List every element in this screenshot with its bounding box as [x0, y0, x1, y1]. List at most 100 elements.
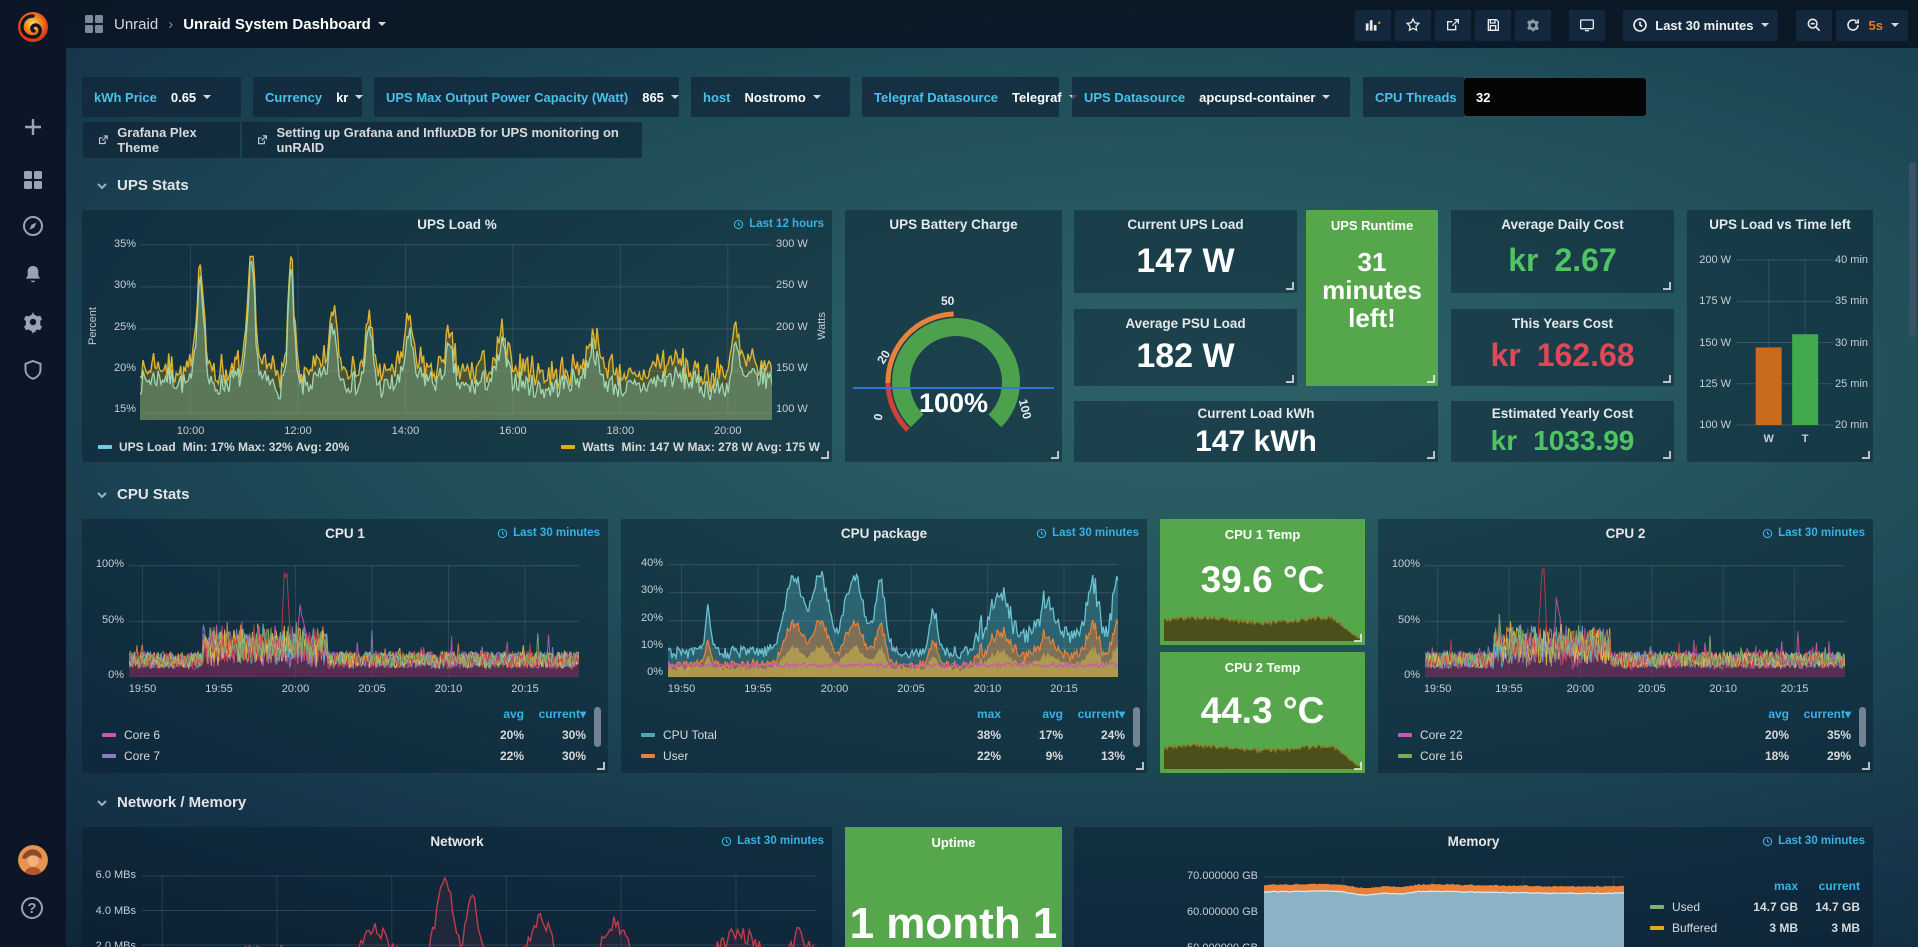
- grafana-logo[interactable]: [13, 8, 53, 44]
- legend-item-watts[interactable]: WattsMin: 147 W Max: 278 W Avg: 175 W: [561, 440, 820, 454]
- legend-sort-avg[interactable]: avg: [1727, 707, 1789, 721]
- legend-sort-current[interactable]: current: [1798, 879, 1860, 893]
- panel-time-range[interactable]: Last 30 minutes: [497, 527, 600, 539]
- panel-title[interactable]: Current UPS Load: [1074, 217, 1297, 232]
- axis-tick: 175 W: [1691, 294, 1731, 308]
- refresh-interval[interactable]: 5s: [1869, 18, 1883, 33]
- legend-scrollbar[interactable]: [594, 707, 601, 747]
- alerting-bell-icon[interactable]: [21, 263, 45, 287]
- legend-sort-avg[interactable]: avg: [1001, 707, 1063, 721]
- help-question-icon[interactable]: ?: [21, 897, 43, 919]
- stat-value: 44.3 °C: [1160, 690, 1365, 732]
- configuration-gear-icon[interactable]: [21, 310, 45, 334]
- panel-title[interactable]: UPS Load vs Time left: [1687, 217, 1873, 232]
- variable-kwh-price[interactable]: kWh Price0.65: [82, 77, 241, 117]
- legend-sort-max[interactable]: max: [1736, 879, 1798, 893]
- variable-ups-datasource[interactable]: UPS Datasourceapcupsd-container: [1072, 77, 1350, 117]
- create-plus-icon[interactable]: [21, 115, 45, 139]
- panel-title[interactable]: Estimated Yearly Cost: [1451, 406, 1674, 421]
- zoom-out-button[interactable]: [1796, 10, 1832, 41]
- axis-tick: 25 min: [1835, 377, 1875, 391]
- panel-title[interactable]: Memory: [1074, 834, 1873, 849]
- section-cpu-stats[interactable]: CPU Stats: [96, 486, 190, 503]
- legend-scrollbar[interactable]: [1133, 707, 1140, 747]
- variable-currency[interactable]: Currencykr: [253, 77, 362, 117]
- series-name[interactable]: User: [641, 749, 939, 763]
- legend-item-ups-load[interactable]: UPS LoadMin: 17% Max: 32% Avg: 20%: [98, 440, 349, 454]
- series-name[interactable]: Core 7: [102, 749, 462, 763]
- section-ups-stats[interactable]: UPS Stats: [96, 177, 189, 194]
- explore-compass-icon[interactable]: [21, 214, 45, 238]
- admin-shield-icon[interactable]: [21, 358, 45, 382]
- series-swatch: [641, 733, 655, 737]
- legend-sort-current[interactable]: current▾: [1789, 707, 1851, 721]
- series-name[interactable]: Core 6: [102, 728, 462, 742]
- dashboard-settings-button[interactable]: [1515, 10, 1551, 41]
- panel-time-range[interactable]: Last 12 hours: [733, 218, 824, 230]
- section-network-memory[interactable]: Network / Memory: [96, 794, 246, 811]
- breadcrumb: Unraid › Unraid System Dashboard: [84, 0, 386, 48]
- panel-title[interactable]: CPU 2 Temp: [1160, 660, 1365, 675]
- star-button[interactable]: [1395, 10, 1431, 41]
- series-name[interactable]: Buffered: [1650, 921, 1736, 935]
- panel-time-range[interactable]: Last 30 minutes: [1762, 835, 1865, 847]
- panel-title[interactable]: UPS Load %: [82, 217, 832, 232]
- legend-value: 30%: [524, 728, 586, 742]
- series-name[interactable]: Core 22: [1398, 728, 1727, 742]
- legend-sort-avg[interactable]: avg: [462, 707, 524, 721]
- nav-actions: Last 30 minutes 5s: [1355, 9, 1908, 41]
- variable-host[interactable]: hostNostromo: [691, 77, 850, 117]
- panel-title[interactable]: Uptime: [845, 835, 1062, 850]
- variable-ups-max-output[interactable]: UPS Max Output Power Capacity (Watt)865: [374, 77, 679, 117]
- dashboard-title[interactable]: Unraid System Dashboard: [183, 16, 386, 33]
- panel-title[interactable]: UPS Runtime: [1306, 218, 1438, 233]
- legend: maxcurrentUsed14.7 GB14.7 GBBuffered3 MB…: [1650, 875, 1860, 938]
- axis-tick: 20:00: [714, 424, 742, 438]
- series-name[interactable]: Core 16: [1398, 749, 1727, 763]
- link-grafana-plex-theme[interactable]: Grafana Plex Theme: [83, 122, 240, 158]
- legend-sort-current[interactable]: current▾: [1063, 707, 1125, 721]
- legend-sort-current[interactable]: current▾: [524, 707, 586, 721]
- panel-title[interactable]: CPU 1 Temp: [1160, 527, 1365, 542]
- panel-title[interactable]: Average PSU Load: [1074, 316, 1297, 331]
- legend-sort-max[interactable]: max: [939, 707, 1001, 721]
- page-scrollbar[interactable]: [1909, 162, 1916, 337]
- axis-tick: 2.0 MBs: [88, 939, 136, 947]
- panel-title[interactable]: Network: [82, 834, 832, 849]
- axis-tick: 50%: [1386, 613, 1420, 627]
- axis-tick: 20:10: [1709, 682, 1737, 696]
- time-range-picker[interactable]: Last 30 minutes: [1623, 10, 1777, 41]
- cpu-threads-input[interactable]: [1464, 78, 1646, 116]
- add-panel-button[interactable]: [1355, 10, 1391, 41]
- axis-tick: 50%: [90, 613, 124, 627]
- panel-title[interactable]: Current Load kWh: [1074, 406, 1438, 421]
- panel-time-range[interactable]: Last 30 minutes: [1762, 527, 1865, 539]
- axis-tick: 200 W: [776, 320, 820, 334]
- share-button[interactable]: [1435, 10, 1471, 41]
- apps-grid-icon[interactable]: [84, 14, 104, 34]
- legend-scrollbar[interactable]: [1859, 707, 1866, 747]
- dashboards-grid-icon[interactable]: [21, 168, 45, 192]
- stat-value: kr162.68: [1451, 337, 1674, 374]
- panel-time-range[interactable]: Last 30 minutes: [721, 835, 824, 847]
- gauge-value: 100%: [845, 388, 1062, 419]
- panel-cpu-package: CPU package Last 30 minutes 40%30%20%10%…: [621, 519, 1147, 773]
- save-button[interactable]: [1475, 10, 1511, 41]
- series-name[interactable]: CPU Total: [641, 728, 939, 742]
- panel-title[interactable]: Average Daily Cost: [1451, 217, 1674, 232]
- link-ups-monitoring-guide[interactable]: Setting up Grafana and InfluxDB for UPS …: [242, 122, 642, 158]
- panel-title[interactable]: This Years Cost: [1451, 316, 1674, 331]
- legend: UPS LoadMin: 17% Max: 32% Avg: 20% Watts…: [98, 440, 820, 454]
- series-swatch: [102, 733, 116, 737]
- tv-mode-button[interactable]: [1569, 10, 1605, 41]
- panel-time-range[interactable]: Last 30 minutes: [1036, 527, 1139, 539]
- breadcrumb-app[interactable]: Unraid: [114, 16, 158, 33]
- legend-row: Used14.7 GB14.7 GB: [1650, 896, 1860, 917]
- user-avatar[interactable]: [18, 845, 48, 875]
- series-name[interactable]: Used: [1650, 900, 1736, 914]
- panel-network: Network Last 30 minutes 6.0 MBs4.0 MBs2.…: [82, 827, 832, 947]
- legend-header: avgcurrent▾: [1398, 703, 1851, 724]
- variable-telegraf-datasource[interactable]: Telegraf DatasourceTelegraf: [862, 77, 1059, 117]
- axis-tick: 35 min: [1835, 294, 1875, 308]
- refresh-button[interactable]: 5s: [1836, 10, 1908, 41]
